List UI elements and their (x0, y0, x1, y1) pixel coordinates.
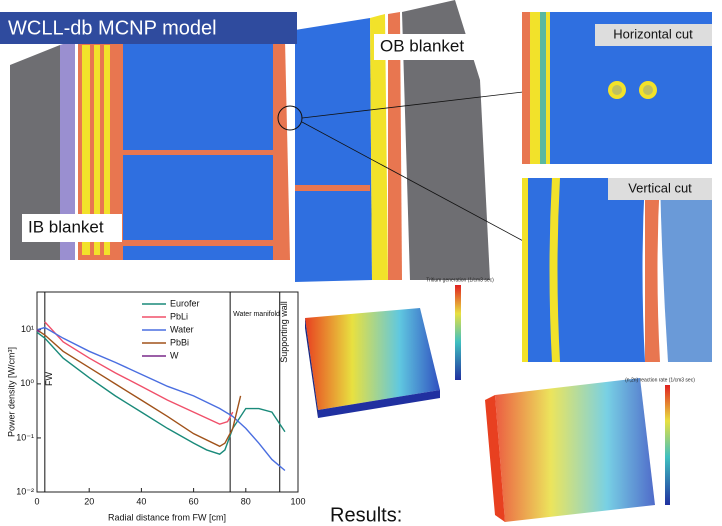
ob-label: OB blanket (380, 36, 464, 55)
plot-frame (37, 292, 298, 492)
legend-label: W (170, 350, 179, 360)
x-tick-label: 0 (34, 496, 39, 506)
x-tick-label: 40 (136, 496, 146, 506)
slide-canvas: WCLL-db MCNP model OB blanket IB blanket… (0, 0, 722, 526)
x-tick-label: 60 (189, 496, 199, 506)
vertical-cut-label: Vertical cut (628, 180, 692, 195)
annotation-label: Water manifold (233, 311, 280, 318)
annotation-label: Supporting wall (279, 301, 289, 363)
horizontal-cut-label: Horizontal cut (613, 26, 693, 41)
x-tick-label: 20 (84, 496, 94, 506)
y-axis-label: Power density [W/cm³] (6, 347, 16, 437)
x-tick-label: 80 (241, 496, 251, 506)
y-tick-label: 10⁻¹ (16, 432, 34, 442)
ib-label: IB blanket (28, 217, 104, 236)
y-tick-label: 10⁰ (20, 378, 34, 388)
y-tick-label: 10¹ (21, 324, 34, 334)
n2n-map-image (485, 378, 670, 522)
x-axis-label: Radial distance from FW [cm] (108, 512, 226, 522)
legend-label: PbLi (170, 311, 188, 321)
annotation-label: FW (44, 372, 54, 386)
slide: WCLL-db MCNP model OB blanket IB blanket… (0, 0, 722, 526)
legend-label: Eurofer (170, 298, 200, 308)
colorbar-title: Tritium generation (1/cm3 sec) (426, 277, 494, 283)
slide-title: WCLL-db MCNP model (8, 17, 217, 39)
series-line (37, 330, 241, 447)
results-label: Results: (330, 504, 402, 526)
series-line (37, 332, 285, 454)
vertical-cut-image (522, 178, 712, 362)
legend-label: Water (170, 324, 194, 334)
legend-label: PbBi (170, 337, 189, 347)
x-tick-label: 100 (290, 496, 305, 506)
y-tick-label: 10⁻² (16, 486, 34, 496)
colorbar-title: (n,2n) reaction rate (1/cm3 sec) (625, 377, 695, 383)
tritium-map-image (305, 285, 461, 418)
